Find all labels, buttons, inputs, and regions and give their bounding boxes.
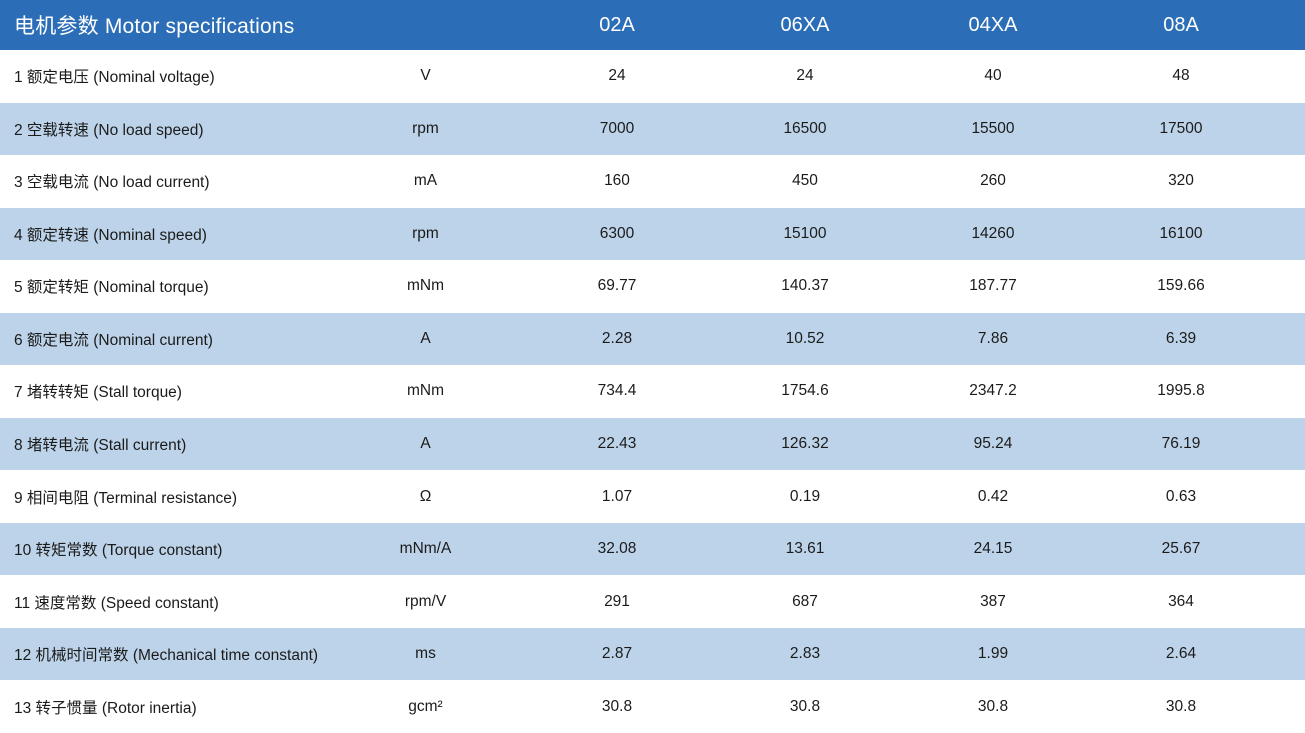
row-value-08a: 2.64 <box>1165 645 1197 663</box>
row-value-04xa: 95.24 <box>973 434 1013 452</box>
row-label: 10 转矩常数 (Torque constant) <box>14 542 223 560</box>
row-value-08a: 364 <box>1168 592 1194 610</box>
table-header-row: 电机参数 Motor specifications 02A 06XA 04XA … <box>0 0 1305 50</box>
table-row: 11 速度常数 (Speed constant) rpm/V 291 687 387 36… <box>0 575 1305 628</box>
row-label: 3 空载电流 (No load current) <box>14 174 210 192</box>
row-label: 2 空载转速 (No load speed) <box>14 121 204 139</box>
row-value-02a: 160 <box>604 172 630 190</box>
row-value-04xa: 0.42 <box>977 487 1009 505</box>
row-label: 7 堵转转矩 (Stall torque) <box>14 384 182 402</box>
row-label: 8 堵转电流 (Stall current) <box>14 436 187 454</box>
row-value-06xa: 687 <box>792 592 818 610</box>
table-row: 13 转子惯量 (Rotor inertia) gcm² 30.8 30.8 30.8 3… <box>0 680 1305 733</box>
row-value-04xa: 1.99 <box>977 645 1009 663</box>
row-value-06xa: 126.32 <box>781 434 829 452</box>
row-value-04xa: 2347.2 <box>969 382 1017 400</box>
row-value-02a: 291 <box>604 592 630 610</box>
row-label: 4 额定转速 (Nominal speed) <box>14 226 207 244</box>
table-body: 1 额定电压 (Nominal voltage) V 24 24 40 48 2 空载转速 … <box>0 50 1305 733</box>
table-row: 9 相间电阻 (Terminal resistance) Ω 1.07 0.19 0.4… <box>0 470 1305 523</box>
row-value-06xa: 13.61 <box>785 540 825 558</box>
row-label: 1 额定电压 (Nominal voltage) <box>14 69 215 87</box>
row-value-04xa: 24.15 <box>973 540 1013 558</box>
row-value-02a: 734.4 <box>597 382 637 400</box>
row-value-08a: 25.67 <box>1161 540 1201 558</box>
row-value-08a: 30.8 <box>1165 697 1197 715</box>
table-row: 1 额定电压 (Nominal voltage) V 24 24 40 48 <box>0 50 1305 103</box>
row-unit: mNm <box>406 382 445 400</box>
row-label: 12 机械时间常数 (Mechanical time constant) <box>14 647 319 665</box>
column-header-02a: 02A <box>599 13 635 36</box>
row-value-06xa: 30.8 <box>789 697 821 715</box>
row-unit: mNm/A <box>399 540 452 558</box>
table-row: 3 空载电流 (No load current) mA 160 450 260 320 <box>0 155 1305 208</box>
row-value-08a: 159.66 <box>1157 277 1205 295</box>
row-value-02a: 32.08 <box>597 540 637 558</box>
row-value-02a: 30.8 <box>601 697 633 715</box>
row-value-02a: 2.87 <box>601 645 633 663</box>
row-value-04xa: 40 <box>984 67 1002 85</box>
table-row: 10 转矩常数 (Torque constant) mNm/A 32.08 13.61… <box>0 522 1305 576</box>
table-row: 2 空载转速 (No load speed) rpm 7000 16500 15500 1… <box>0 102 1305 156</box>
row-value-04xa: 30.8 <box>977 697 1009 715</box>
row-value-08a: 48 <box>1172 67 1190 85</box>
row-label: 5 额定转矩 (Nominal torque) <box>14 279 209 297</box>
row-value-08a: 76.19 <box>1161 434 1201 452</box>
row-value-06xa: 140.37 <box>781 277 829 295</box>
row-value-06xa: 0.19 <box>789 487 821 505</box>
table-row: 12 机械时间常数 (Mechanical time constant) ms 2.… <box>0 627 1305 681</box>
row-value-02a: 69.77 <box>597 277 637 295</box>
row-label: 11 速度常数 (Speed constant) <box>14 594 219 612</box>
row-value-06xa: 450 <box>792 172 818 190</box>
row-unit: mNm <box>406 277 445 295</box>
row-unit: Ω <box>419 487 432 505</box>
row-value-06xa: 15100 <box>783 224 827 242</box>
row-value-04xa: 387 <box>980 592 1006 610</box>
row-value-06xa: 10.52 <box>785 329 825 347</box>
row-label: 6 额定电流 (Nominal current) <box>14 331 213 349</box>
table-row: 7 堵转转矩 (Stall torque) mNm 734.4 1754.6 2347.… <box>0 365 1305 418</box>
row-value-04xa: 260 <box>980 172 1006 190</box>
row-value-02a: 2.28 <box>601 329 633 347</box>
column-header-08a: 08A <box>1163 13 1199 36</box>
row-value-08a: 1995.8 <box>1157 382 1205 400</box>
row-value-08a: 320 <box>1168 172 1194 190</box>
column-header-04xa: 04XA <box>968 13 1018 36</box>
row-unit: rpm/V <box>404 592 447 610</box>
row-value-08a: 6.39 <box>1165 329 1197 347</box>
column-header-06xa: 06XA <box>780 13 830 36</box>
row-value-04xa: 7.86 <box>977 329 1009 347</box>
table-row: 8 堵转电流 (Stall current) A 22.43 126.32 95.24 7… <box>0 417 1305 471</box>
table-row: 5 额定转矩 (Nominal torque) mNm 69.77 140.37 187… <box>0 260 1305 313</box>
row-value-06xa: 2.83 <box>789 645 821 663</box>
table-row: 6 额定电流 (Nominal current) A 2.28 10.52 7.86 6.… <box>0 312 1305 366</box>
row-value-02a: 24 <box>608 67 626 85</box>
row-unit: ms <box>415 645 436 663</box>
row-unit: rpm <box>412 119 439 137</box>
row-value-02a: 6300 <box>599 224 635 242</box>
row-value-06xa: 16500 <box>783 119 827 137</box>
row-unit: rpm <box>412 224 439 242</box>
row-value-04xa: 187.77 <box>969 277 1017 295</box>
row-unit: mA <box>413 172 438 190</box>
row-unit: A <box>420 434 431 452</box>
row-value-06xa: 1754.6 <box>781 382 829 400</box>
row-value-04xa: 14260 <box>971 224 1015 242</box>
row-value-02a: 7000 <box>599 119 635 137</box>
table-title: 电机参数 Motor specifications <box>14 15 295 38</box>
row-label: 9 相间电阻 (Terminal resistance) <box>14 489 238 507</box>
row-value-08a: 0.63 <box>1165 487 1197 505</box>
table-row: 4 额定转速 (Nominal speed) rpm 6300 15100 14260 1… <box>0 207 1305 261</box>
row-value-02a: 22.43 <box>597 434 637 452</box>
row-value-08a: 16100 <box>1159 224 1203 242</box>
row-unit: A <box>420 329 431 347</box>
row-value-08a: 17500 <box>1159 119 1203 137</box>
row-label: 13 转子惯量 (Rotor inertia) <box>14 699 197 717</box>
row-value-02a: 1.07 <box>601 487 633 505</box>
row-value-06xa: 24 <box>796 67 814 85</box>
row-unit: gcm² <box>408 697 443 715</box>
row-unit: V <box>420 67 431 85</box>
row-value-04xa: 15500 <box>971 119 1015 137</box>
